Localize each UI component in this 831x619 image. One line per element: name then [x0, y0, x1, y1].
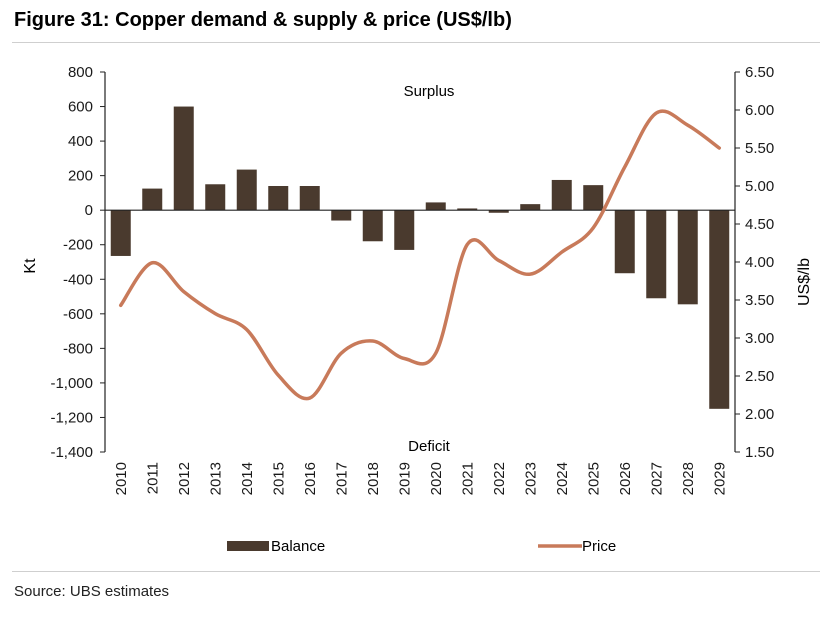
legend-balance-label: Balance: [271, 538, 325, 555]
x-tick-label: 2022: [491, 462, 508, 495]
right-tick-label: 5.50: [745, 140, 774, 157]
right-tick-label: 4.50: [745, 216, 774, 233]
left-tick-label: 0: [85, 202, 93, 219]
bar-balance-2013: [205, 184, 226, 211]
bar-balance-2016: [299, 186, 320, 211]
left-tick-label: -1,200: [50, 409, 93, 426]
x-tick-label: 2026: [617, 462, 634, 495]
y-axis-label: Kt: [22, 258, 39, 274]
x-tick-label: 2010: [113, 462, 130, 495]
left-tick-labels: 800 600 400 200 0 -200 -400 -600 -800 -1,000 -1,20…: [50, 64, 105, 461]
left-tick-label: -800: [63, 340, 93, 357]
balance-bars: [110, 106, 730, 409]
right-tick-label: 6.50: [745, 64, 774, 81]
bar-balance-2018: [362, 210, 383, 242]
left-tick-label: -1,400: [50, 444, 93, 461]
left-tick-label: 400: [68, 133, 93, 150]
x-tick-label: 2013: [207, 462, 224, 495]
x-tick-label: 2029: [711, 462, 728, 495]
legend: Balance Price: [227, 538, 616, 555]
bar-balance-2026: [614, 210, 635, 274]
x-tick-label: 2023: [522, 462, 539, 495]
source-divider: [12, 571, 820, 572]
bar-balance-2015: [268, 186, 289, 211]
right-tick-label: 1.50: [745, 444, 774, 461]
x-tick-label: 2016: [302, 462, 319, 495]
bar-balance-2017: [331, 210, 352, 221]
price-line: [119, 109, 721, 401]
right-tick-label: 2.50: [745, 368, 774, 385]
bar-balance-2010: [110, 210, 131, 256]
bar-balance-2019: [394, 210, 415, 250]
x-tick-label: 2020: [428, 462, 445, 495]
left-tick-label: 200: [68, 168, 93, 185]
bar-balance-2011: [142, 188, 163, 211]
x-tick-label: 2021: [459, 462, 476, 495]
bar-balance-2027: [646, 210, 667, 299]
chart-axes: [104, 72, 736, 452]
right-tick-label: 4.00: [745, 254, 774, 271]
x-tick-label: 2017: [333, 462, 350, 495]
right-tick-label: 6.00: [745, 102, 774, 119]
legend-price-label: Price: [582, 538, 616, 555]
left-tick-label: -1,000: [50, 375, 93, 392]
legend-balance-swatch: [227, 541, 269, 551]
bar-balance-2024: [551, 179, 572, 211]
x-tick-label: 2025: [585, 462, 602, 495]
y-axis-right-label: US$/lb: [796, 258, 813, 306]
left-tick-label: 800: [68, 64, 93, 81]
x-tick-label: 2011: [144, 462, 161, 494]
bar-balance-2025: [583, 185, 604, 211]
bar-balance-2012: [173, 106, 194, 211]
right-tick-label: 3.50: [745, 292, 774, 309]
right-tick-label: 3.00: [745, 330, 774, 347]
bar-balance-2022: [488, 210, 509, 213]
x-tick-label: 2015: [270, 462, 287, 495]
right-tick-labels: 6.50 6.00 5.50 5.00 4.50 4.00 3.50 3.00 2.50 2.00…: [735, 64, 774, 461]
x-tick-label: 2012: [176, 462, 193, 495]
right-tick-label: 2.00: [745, 406, 774, 423]
bar-balance-2021: [457, 208, 478, 211]
left-tick-label: -400: [63, 271, 93, 288]
left-tick-label: 600: [68, 99, 93, 116]
price-line-layer: [119, 109, 721, 401]
x-tick-label: 2019: [396, 462, 413, 495]
x-tick-labels: 2010 2011 2012 2013 2014 2015 2016 2017 2018 2019…: [113, 462, 729, 495]
x-tick-label: 2024: [554, 462, 571, 495]
annotation-surplus: Surplus: [404, 83, 455, 100]
bar-balance-2028: [677, 210, 698, 305]
bar-balance-2014: [236, 169, 257, 211]
source-note: Source: UBS estimates: [14, 583, 170, 600]
bar-balance-2029: [709, 210, 730, 409]
left-tick-label: -600: [63, 306, 93, 323]
bar-balance-2023: [520, 204, 541, 211]
x-tick-label: 2018: [365, 462, 382, 495]
x-tick-label: 2014: [239, 462, 256, 495]
annotation-deficit: Deficit: [408, 438, 451, 455]
bar-balance-2020: [425, 202, 446, 211]
title-divider: [12, 42, 820, 43]
figure-title: Figure 31: Copper demand & supply & pric…: [14, 9, 512, 31]
left-tick-label: -200: [63, 237, 93, 254]
x-tick-label: 2027: [648, 462, 665, 495]
x-tick-label: 2028: [680, 462, 697, 495]
right-tick-label: 5.00: [745, 178, 774, 195]
